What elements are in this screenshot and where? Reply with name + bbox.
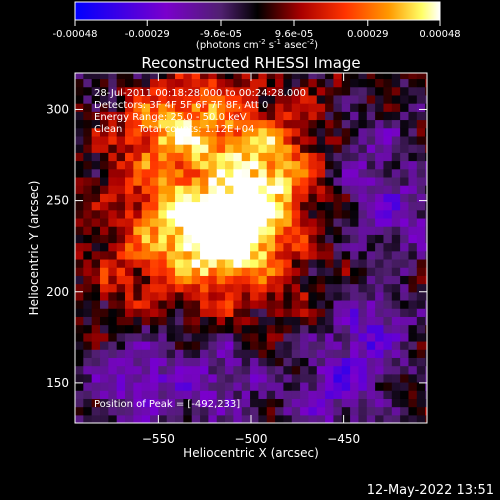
y-tick-label: 150: [46, 376, 69, 390]
colorbar: -0.00048 -0.00029 -9.6e-05 9.6e-05 0.00029 0.…: [53, 1, 461, 51]
heatmap-image: [75, 73, 427, 423]
info-energy-range: Energy Range: 25.0 - 50.0 keV: [94, 112, 247, 123]
colorbar-tick-label: 0.00029: [347, 29, 388, 40]
colorbar-units: (photons cm-2 s-1 asec-2): [196, 38, 318, 51]
colorbar-ticks: -0.00048 -0.00029 -9.6e-05 9.6e-05 0.00029 0.…: [53, 20, 461, 40]
y-tick-label: 200: [46, 285, 69, 299]
colorbar-tick-label: -0.00029: [125, 29, 170, 40]
chart-title: Reconstructed RHESSI Image: [141, 54, 360, 72]
x-tick-label: −500: [235, 432, 268, 446]
x-axis-label: Heliocentric X (arcsec): [183, 446, 319, 460]
footer-date: 12-May-2022 13:51: [367, 483, 494, 498]
x-tick-label: −450: [327, 432, 360, 446]
info-time-range: 28-Jul-2011 00:18:28.000 to 00:24:28.000: [94, 88, 306, 99]
colorbar-tick-label: 9.6e-05: [275, 29, 313, 40]
colorbar-tick-label: -9.6e-05: [200, 29, 242, 40]
y-axis-label: Heliocentric Y (arcsec): [27, 181, 41, 316]
y-tick-label: 250: [46, 194, 69, 208]
y-axis-ticks: 150 200 250 300: [46, 102, 427, 390]
colorbar-gradient: [74, 1, 441, 21]
colorbar-tick-label: 0.00048: [419, 29, 460, 40]
x-axis-ticks: −550 −500 −450: [142, 73, 360, 446]
info-detectors: Detectors: 3F 4F 5F 6F 7F 8F, Att 0: [94, 100, 268, 111]
observation-info: 28-Jul-2011 00:18:28.000 to 00:24:28.000…: [94, 88, 306, 135]
x-tick-label: −550: [142, 432, 175, 446]
info-clean-counts: Clean Total counts: 1.12E+04: [94, 124, 254, 135]
colorbar-tick-label: -0.00048: [53, 29, 98, 40]
y-tick-label: 300: [46, 102, 69, 116]
peak-position-label: Position of Peak = [-492,233]: [94, 399, 240, 410]
